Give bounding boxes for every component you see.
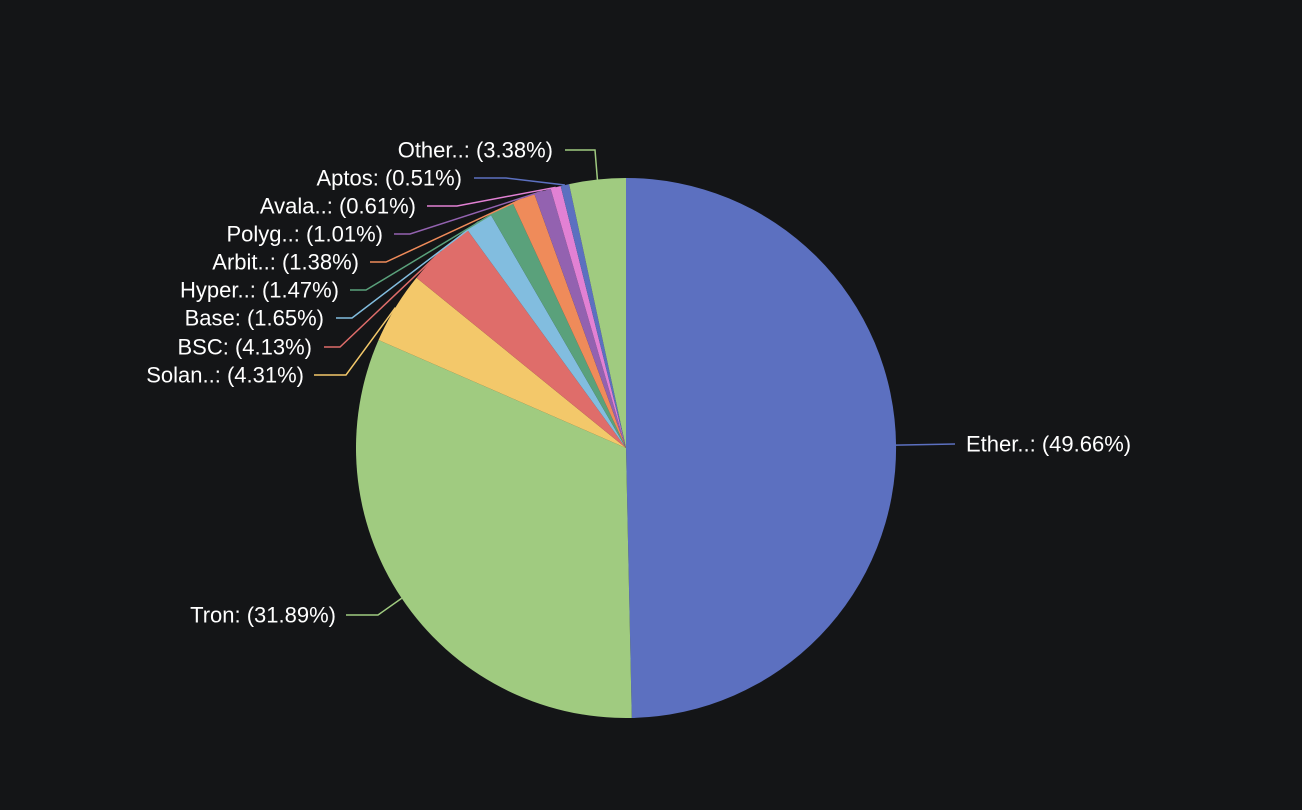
pie-slice[interactable] xyxy=(378,277,626,448)
slice-label: Hyper..: (1.47%) xyxy=(180,278,339,303)
leader-line xyxy=(474,177,565,186)
slice-label: Avala..: (0.61%) xyxy=(260,194,416,219)
slice-label: Polyg..: (1.01%) xyxy=(226,222,383,247)
pie-slice[interactable] xyxy=(512,194,626,448)
slice-label: BSC: (4.13%) xyxy=(178,335,313,360)
leader-line xyxy=(427,186,556,207)
leader-line xyxy=(314,307,397,376)
pie-slice[interactable] xyxy=(416,229,626,448)
leader-line xyxy=(394,190,543,235)
pie-slice[interactable] xyxy=(560,184,626,448)
pie-slice[interactable] xyxy=(355,339,632,719)
leader-line xyxy=(346,597,403,616)
pie-slice[interactable] xyxy=(626,178,897,718)
pie-slice[interactable] xyxy=(569,178,626,448)
pie-slice[interactable] xyxy=(534,188,626,448)
leader-line xyxy=(324,251,441,348)
leader-line xyxy=(350,207,502,291)
slice-label: Arbit..: (1.38%) xyxy=(212,250,359,275)
leader-line xyxy=(565,149,599,180)
leader-line xyxy=(370,197,524,263)
slice-label: Ether..: (49.66%) xyxy=(966,432,1131,457)
pie-slice[interactable] xyxy=(550,186,626,448)
leader-line xyxy=(336,221,480,319)
leader-lines-layer xyxy=(314,149,956,616)
slice-label: Base: (1.65%) xyxy=(185,306,324,331)
pie-slice[interactable] xyxy=(467,214,626,448)
slice-label: Solan..: (4.31%) xyxy=(146,363,304,388)
labels-layer: Ether..: (49.66%) Tron: (31.89%) Solan..: … xyxy=(146,138,1131,628)
slice-label: Aptos: (0.51%) xyxy=(316,166,462,191)
slice-label: Other..: (3.38%) xyxy=(398,138,553,163)
pie-slice[interactable] xyxy=(490,202,626,448)
leader-line xyxy=(895,443,956,446)
slice-label: Tron: (31.89%) xyxy=(190,603,336,628)
slices-layer xyxy=(355,178,897,719)
